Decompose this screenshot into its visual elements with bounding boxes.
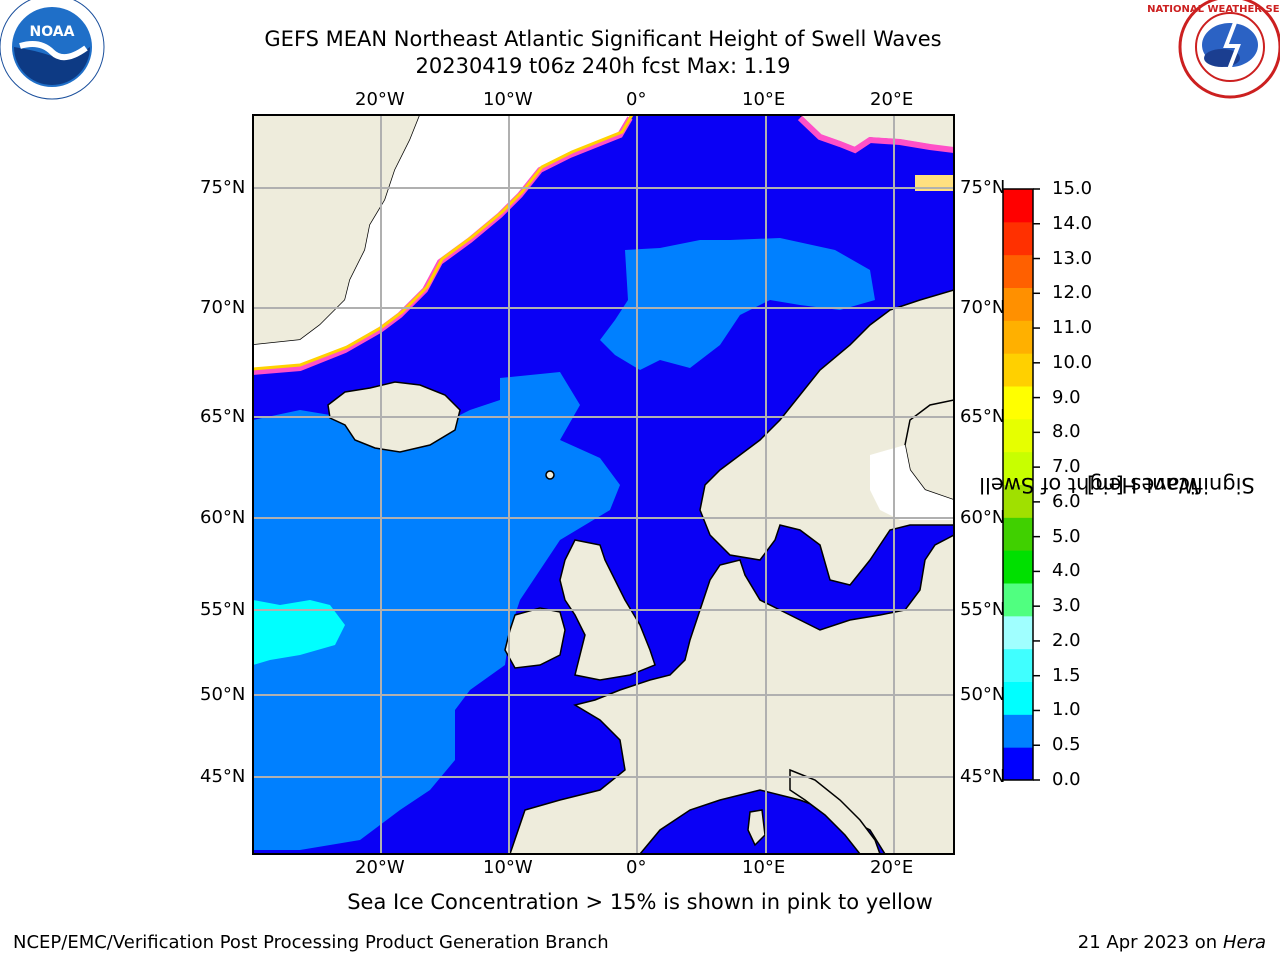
colorbar-swatch — [1003, 287, 1033, 321]
colorbar-tick-label: 7.0 — [1052, 456, 1081, 478]
lat-label-right-45n: 45°N — [960, 766, 1006, 787]
map-title: GEFS MEAN Northeast Atlantic Significant… — [264, 27, 942, 51]
colorbar-swatch — [1003, 451, 1033, 485]
colorbar-tick-label: 1.5 — [1052, 664, 1081, 686]
colorbar-frame — [1002, 188, 1034, 781]
lat-label-right-75n: 75°N — [960, 177, 1006, 198]
colorbar-tick-label: 13.0 — [1052, 247, 1093, 269]
footer-credit: NCEP/EMC/Verification Post Processing Pr… — [13, 932, 609, 953]
colorbar-tick-label: 0.5 — [1052, 734, 1081, 756]
colorbar-swatch — [1003, 681, 1033, 715]
lon-label-top-20w: 20°W — [355, 89, 405, 110]
map-subtitle: 20230419 t06z 240h fcst Max: 1.19 — [415, 54, 791, 78]
colorbar-tick-label: 14.0 — [1052, 212, 1093, 234]
colorbar-swatch — [1003, 517, 1033, 551]
lon-label-bottom-10w: 10°W — [483, 857, 533, 878]
colorbar-tick-label: 15.0 — [1052, 178, 1093, 199]
nws-logo: NATIONAL WEATHER SERVICE — [1147, 0, 1280, 99]
land-sardinia — [747, 809, 766, 847]
colorbar-swatch — [1003, 615, 1033, 650]
lat-label-left-70n: 70°N — [200, 297, 246, 318]
colorbar-swatch — [1003, 583, 1033, 617]
lon-label-bottom-20e: 20°E — [870, 857, 914, 878]
lat-label-right-65n: 65°N — [960, 406, 1006, 427]
lat-label-right-70n: 70°N — [960, 297, 1006, 318]
colorbar-tick-label: 0.0 — [1052, 769, 1081, 790]
noaa-logo-text: NOAA — [30, 24, 75, 40]
colorbar-swatch — [1003, 484, 1033, 518]
lon-label-bottom-20w: 20°W — [355, 857, 405, 878]
land-italy — [789, 768, 881, 854]
colorbar-tick-label: 12.0 — [1052, 282, 1093, 304]
swell-area-north — [600, 238, 875, 370]
sea-ice-edge-yellow — [253, 115, 634, 371]
lat-label-left-50n: 50°N — [200, 684, 246, 705]
lat-label-left-60n: 60°N — [200, 507, 246, 528]
colorbar-tick-label: 6.0 — [1052, 490, 1081, 512]
colorbar-swatch — [1003, 189, 1033, 223]
colorbar-swatch — [1003, 386, 1033, 420]
colorbar-swatch — [1003, 747, 1033, 781]
lat-label-right-55n: 55°N — [960, 599, 1006, 620]
colorbar-swatch — [1003, 714, 1033, 748]
nws-ring-text: NATIONAL WEATHER SERVICE — [1147, 4, 1280, 15]
lon-label-top-10w: 10°W — [483, 89, 533, 110]
map-frame — [252, 114, 955, 855]
colorbar-tick-label: 2.0 — [1052, 629, 1081, 651]
lon-label-top-10e: 10°E — [742, 89, 786, 110]
colorbar — [1003, 188, 1040, 781]
footer-host: Hera — [1222, 932, 1266, 953]
lat-label-left-55n: 55°N — [200, 599, 246, 620]
colorbar-tick-label: 10.0 — [1052, 351, 1093, 373]
colorbar-tick-label: 11.0 — [1052, 317, 1093, 339]
lat-label-right-60n: 60°N — [960, 507, 1006, 528]
map-area — [253, 115, 954, 854]
colorbar-tick-label: 9.0 — [1052, 386, 1081, 408]
colorbar-title-line2: Waves [m] — [1086, 473, 1200, 497]
lon-label-bottom-0: 0° — [626, 857, 647, 878]
lat-label-left-75n: 75°N — [200, 177, 246, 198]
colorbar-swatch — [1003, 221, 1033, 256]
colorbar-tick-label: 4.0 — [1052, 560, 1081, 582]
colorbar-swatch — [1003, 320, 1033, 354]
lat-label-left-65n: 65°N — [200, 406, 246, 427]
footer-date: 21 Apr 2023 on Hera — [1078, 932, 1266, 953]
swell-area-cyan — [253, 600, 345, 665]
ice-edge-white — [253, 115, 630, 368]
colorbar-tick-label: 3.0 — [1052, 595, 1081, 617]
lat-label-left-45n: 45°N — [200, 766, 246, 787]
colorbar-swatch — [1003, 550, 1033, 584]
colorbar-swatch — [1003, 254, 1033, 288]
colorbar-swatch — [1003, 648, 1033, 682]
lon-label-top-20e: 20°E — [870, 89, 914, 110]
footer-date-text: 21 Apr 2023 on — [1077, 932, 1223, 953]
colorbar-tick-label: 8.0 — [1052, 421, 1081, 443]
colorbar-swatch — [1003, 353, 1033, 387]
colorbar-tick-label: 1.0 — [1052, 699, 1081, 721]
graticule — [253, 115, 954, 854]
sea-ice-note: Sea Ice Concentration > 15% is shown in … — [347, 890, 933, 914]
lon-label-top-0: 0° — [626, 89, 647, 110]
colorbar-tick-label: 5.0 — [1052, 525, 1081, 547]
lat-label-right-50n: 50°N — [960, 684, 1006, 705]
noaa-logo: NOAA — [0, 0, 105, 100]
lon-label-bottom-10e: 10°E — [742, 857, 786, 878]
colorbar-swatch — [1003, 418, 1033, 453]
